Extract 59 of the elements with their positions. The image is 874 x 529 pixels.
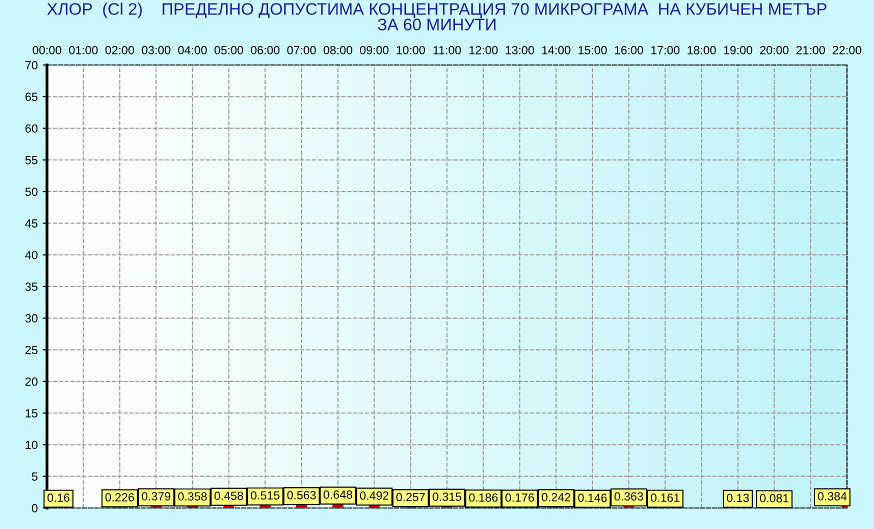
data-label: 0.186 xyxy=(469,493,498,502)
data-label: 0.13 xyxy=(726,494,749,502)
x-tick-label: 15:00 xyxy=(578,46,607,54)
data-label: 0.176 xyxy=(505,493,534,502)
y-tick-label: 15 xyxy=(26,409,38,418)
y-tick-label: 35 xyxy=(25,282,38,291)
x-tick-label: 22:00 xyxy=(832,46,862,54)
data-label: 0.379 xyxy=(142,492,170,500)
x-tick-label: 07:00 xyxy=(287,46,316,54)
data-label: 0.315 xyxy=(432,492,462,501)
x-tick-label: 10:00 xyxy=(396,46,425,54)
data-label: 0.081 xyxy=(760,494,788,502)
data-label: 0.363 xyxy=(614,492,644,501)
x-tick-label: 11:00 xyxy=(434,46,461,54)
x-tick-label: 21:00 xyxy=(796,46,825,54)
data-label: 0.16 xyxy=(47,494,70,502)
x-tick-label: 18:00 xyxy=(688,46,716,54)
y-tick-label: 5 xyxy=(32,472,38,481)
x-tick-label: 20:00 xyxy=(760,46,789,54)
data-label: 0.458 xyxy=(214,492,244,500)
data-label: 0.161 xyxy=(650,494,680,502)
data-label: 0.242 xyxy=(542,492,570,502)
x-tick-label: 03:00 xyxy=(142,46,170,54)
y-tick-label: 40 xyxy=(25,250,38,260)
data-label: 0.384 xyxy=(818,492,847,500)
x-tick-label: 05:00 xyxy=(214,46,244,54)
x-tick-label: 01:00 xyxy=(69,46,98,54)
x-tick-label: 06:00 xyxy=(250,46,280,54)
x-tick-label: 17:00 xyxy=(651,46,680,54)
y-tick-label: 55 xyxy=(25,156,38,164)
y-tick-label: 10 xyxy=(26,440,38,450)
data-label: 0.257 xyxy=(396,492,425,502)
x-tick-label: 08:00 xyxy=(324,46,352,54)
y-tick-label: 20 xyxy=(25,377,38,386)
x-tick-label: 02:00 xyxy=(105,46,134,54)
x-tick-label: 13:00 xyxy=(506,46,534,54)
data-label: 0.358 xyxy=(178,492,207,501)
y-tick-label: 45 xyxy=(25,219,38,228)
x-tick-label: 00:00 xyxy=(32,46,62,54)
chart-title: ХЛОР (Cl 2) ПРЕДЕЛНО ДОПУСТИМА КОНЦЕНТРАЦИЯ 70 МИКРОГРАМА НА КУБИЧЕН МЕТЪР ЗА 60 МИНУТИ xyxy=(47,2,826,30)
y-tick-label: 70 xyxy=(25,61,38,70)
data-label: 0.492 xyxy=(360,491,388,500)
y-tick-label: 25 xyxy=(25,346,38,354)
y-tick-label: 30 xyxy=(25,314,38,323)
x-tick-label: 12:00 xyxy=(469,46,498,54)
y-tick-label: 65 xyxy=(25,92,38,102)
x-tick-label: 14:00 xyxy=(542,46,570,54)
data-label: 0.146 xyxy=(578,494,607,502)
data-label: 0.226 xyxy=(105,493,134,502)
data-label: 0.648 xyxy=(324,490,352,499)
y-tick-label: 60 xyxy=(25,124,38,133)
x-tick-label: 09:00 xyxy=(360,46,389,54)
x-tick-label: 19:00 xyxy=(724,46,752,54)
x-tick-label: 04:00 xyxy=(178,46,207,54)
y-tick-label: 50 xyxy=(25,188,38,196)
x-tick-label: 16:00 xyxy=(614,46,644,54)
data-label: 0.563 xyxy=(287,490,316,500)
data-label: 0.515 xyxy=(250,491,280,500)
y-tick-label: 0 xyxy=(32,504,38,512)
